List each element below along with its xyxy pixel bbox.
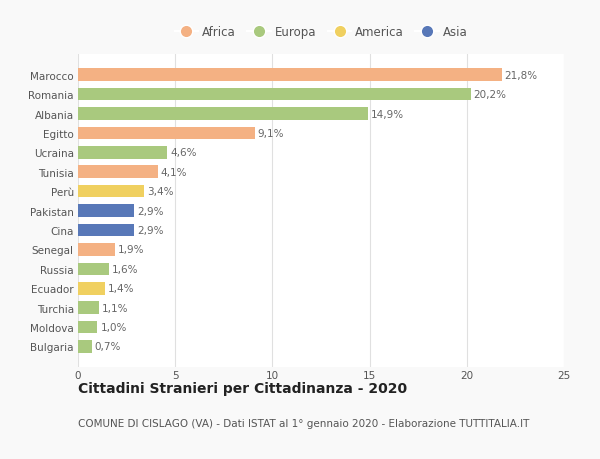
- Text: 21,8%: 21,8%: [505, 71, 538, 80]
- Bar: [78, 302, 100, 314]
- Text: 20,2%: 20,2%: [473, 90, 506, 100]
- Text: 1,0%: 1,0%: [100, 322, 127, 332]
- Bar: [78, 147, 167, 159]
- Text: 14,9%: 14,9%: [371, 109, 404, 119]
- Text: Cittadini Stranieri per Cittadinanza - 2020: Cittadini Stranieri per Cittadinanza - 2…: [78, 381, 407, 395]
- Text: 1,6%: 1,6%: [112, 264, 139, 274]
- Bar: [78, 282, 105, 295]
- Text: 4,1%: 4,1%: [161, 168, 187, 177]
- Bar: [78, 205, 134, 218]
- Text: 2,9%: 2,9%: [137, 225, 164, 235]
- Bar: [78, 166, 158, 179]
- Bar: [78, 89, 470, 101]
- Bar: [78, 69, 502, 82]
- Text: 1,9%: 1,9%: [118, 245, 145, 255]
- Bar: [78, 244, 115, 256]
- Bar: [78, 224, 134, 237]
- Legend: Africa, Europa, America, Asia: Africa, Europa, America, Asia: [172, 23, 470, 41]
- Text: 1,4%: 1,4%: [108, 284, 134, 294]
- Text: 1,1%: 1,1%: [102, 303, 129, 313]
- Text: 4,6%: 4,6%: [170, 148, 197, 158]
- Text: COMUNE DI CISLAGO (VA) - Dati ISTAT al 1° gennaio 2020 - Elaborazione TUTTITALIA: COMUNE DI CISLAGO (VA) - Dati ISTAT al 1…: [78, 418, 529, 428]
- Bar: [78, 263, 109, 275]
- Text: 9,1%: 9,1%: [258, 129, 284, 139]
- Bar: [78, 108, 368, 121]
- Bar: [78, 321, 97, 334]
- Bar: [78, 127, 255, 140]
- Text: 3,4%: 3,4%: [147, 187, 173, 197]
- Bar: [78, 185, 144, 198]
- Bar: [78, 341, 92, 353]
- Text: 2,9%: 2,9%: [137, 206, 164, 216]
- Text: 0,7%: 0,7%: [95, 342, 121, 352]
